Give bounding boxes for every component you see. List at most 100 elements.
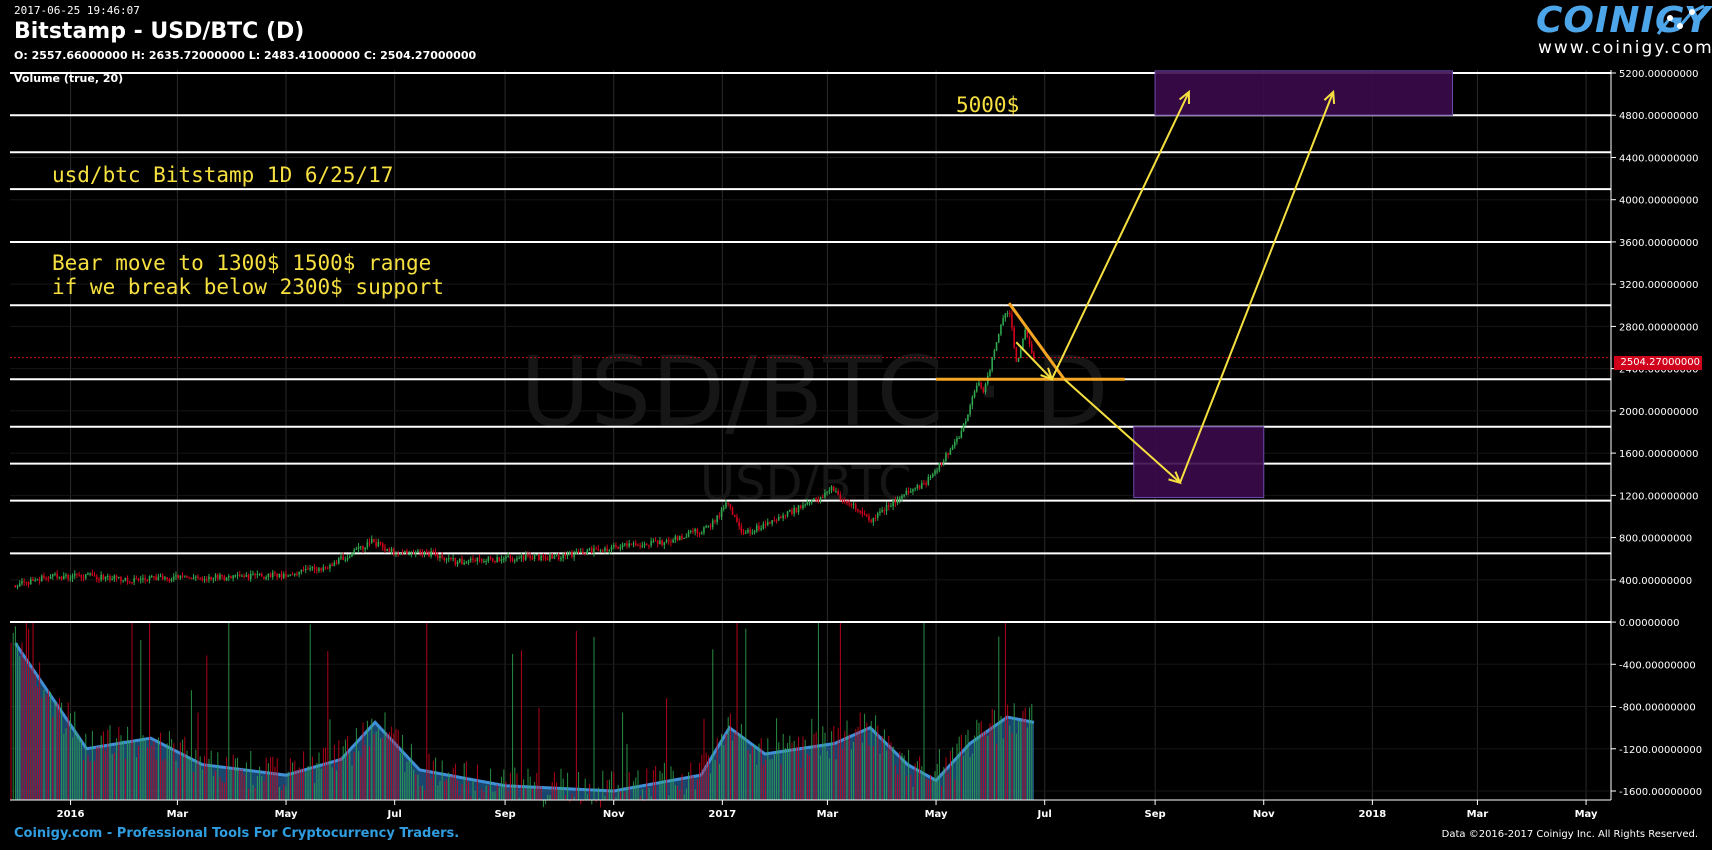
candle-body — [872, 517, 875, 523]
candle-body — [549, 554, 551, 560]
arrow-bear-recovery — [1179, 91, 1335, 484]
x-axis: 2016 Mar May Jul Sep Nov 2017 Mar May Jul Sep Nov 20… — [57, 800, 1598, 820]
candle-body — [311, 567, 314, 569]
candle-body — [791, 509, 793, 514]
candle-body — [98, 579, 100, 581]
candle-body — [199, 577, 201, 579]
candle-body — [652, 540, 655, 542]
candle-body — [540, 556, 542, 561]
candle-body — [472, 558, 474, 561]
candle-body — [663, 542, 666, 546]
candle-body — [766, 522, 769, 525]
candle-body — [997, 334, 1000, 343]
candle-body — [736, 516, 738, 522]
candle-body — [714, 520, 716, 522]
candle-body — [241, 575, 243, 577]
candle-body — [586, 549, 589, 555]
footer-tagline[interactable]: Coinigy.com - Professional Tools For Cry… — [14, 826, 460, 841]
candle-body — [120, 577, 122, 581]
x-tick-label: Jul — [387, 809, 402, 820]
candle-body — [929, 476, 932, 478]
candle-body — [894, 500, 897, 504]
candle-body — [23, 581, 25, 583]
candle-body — [568, 551, 571, 555]
candle-body — [995, 342, 998, 351]
candle-body — [764, 523, 767, 525]
candle-body — [421, 552, 424, 555]
candle-body — [984, 383, 987, 392]
candle-body — [487, 557, 490, 561]
candle-body — [148, 576, 151, 581]
candle-body — [846, 501, 848, 504]
candle-body — [901, 495, 903, 499]
candle-body — [14, 585, 17, 587]
candle-body — [821, 497, 824, 499]
candle-body — [91, 573, 94, 576]
candle-body — [914, 488, 916, 490]
candle-body — [223, 576, 226, 581]
arrow-bear-recovery-head — [1323, 89, 1336, 105]
candle-body — [936, 470, 938, 472]
candle-body — [93, 575, 96, 577]
candle-body — [476, 557, 479, 561]
candle-body — [931, 473, 934, 477]
candle-body — [322, 567, 325, 571]
candle-body — [381, 543, 384, 548]
candle-body — [168, 579, 171, 581]
candle-body — [854, 504, 857, 510]
candle-body — [348, 556, 351, 558]
candle-body — [45, 577, 47, 579]
candle-body — [177, 575, 179, 579]
coinigy-logo[interactable]: COINIGY www.coinigy.com — [1536, 0, 1712, 62]
candle-body — [795, 507, 798, 513]
candle-body — [599, 550, 602, 552]
candle-body — [95, 576, 98, 580]
candle-body — [131, 582, 133, 584]
candle-body — [619, 547, 622, 549]
candle-body — [388, 549, 391, 552]
y-tick-label: -1200.00000000 — [1619, 745, 1702, 756]
candle-body — [293, 574, 296, 576]
candle-body — [780, 516, 782, 519]
candle-body — [227, 575, 230, 578]
candle-body — [276, 573, 278, 578]
candle-body — [1000, 324, 1002, 335]
candle-body — [390, 548, 393, 552]
candle-body — [751, 532, 754, 534]
candle-body — [577, 551, 580, 553]
candle-body — [115, 575, 118, 579]
candle-body — [133, 578, 135, 583]
candle-body — [782, 515, 784, 519]
candle-body — [810, 500, 813, 503]
candle-body — [181, 575, 184, 577]
descending-trendline — [1007, 302, 1066, 381]
candle-body — [1024, 329, 1026, 340]
candle-body — [245, 574, 248, 577]
volume-indicator-label[interactable]: Volume (true, 20) — [14, 72, 124, 85]
candle-body — [639, 545, 641, 547]
candle-body — [197, 576, 199, 578]
logo-word: COINIGY — [1536, 0, 1712, 41]
candle-body — [87, 573, 89, 575]
candle-body — [551, 554, 553, 559]
candle-body — [753, 531, 756, 533]
candle-body — [621, 544, 624, 548]
candle-body — [238, 574, 241, 577]
candle-body — [428, 553, 430, 557]
candle-body — [863, 513, 866, 515]
candle-body — [441, 555, 443, 558]
candle-body — [630, 543, 633, 545]
candle-body — [892, 500, 894, 507]
candle-body — [150, 576, 153, 578]
candle-body — [1002, 318, 1004, 325]
arrow-to-5000-head — [1178, 89, 1190, 105]
candle-body — [865, 514, 868, 517]
candle-body — [824, 492, 826, 498]
candle-body — [221, 574, 223, 577]
candle-body — [938, 463, 941, 471]
y-tick-label: -1600.00000000 — [1619, 787, 1702, 798]
candle-body — [698, 533, 701, 535]
x-tick-label: 2017 — [708, 809, 736, 820]
candle-body — [346, 557, 349, 560]
